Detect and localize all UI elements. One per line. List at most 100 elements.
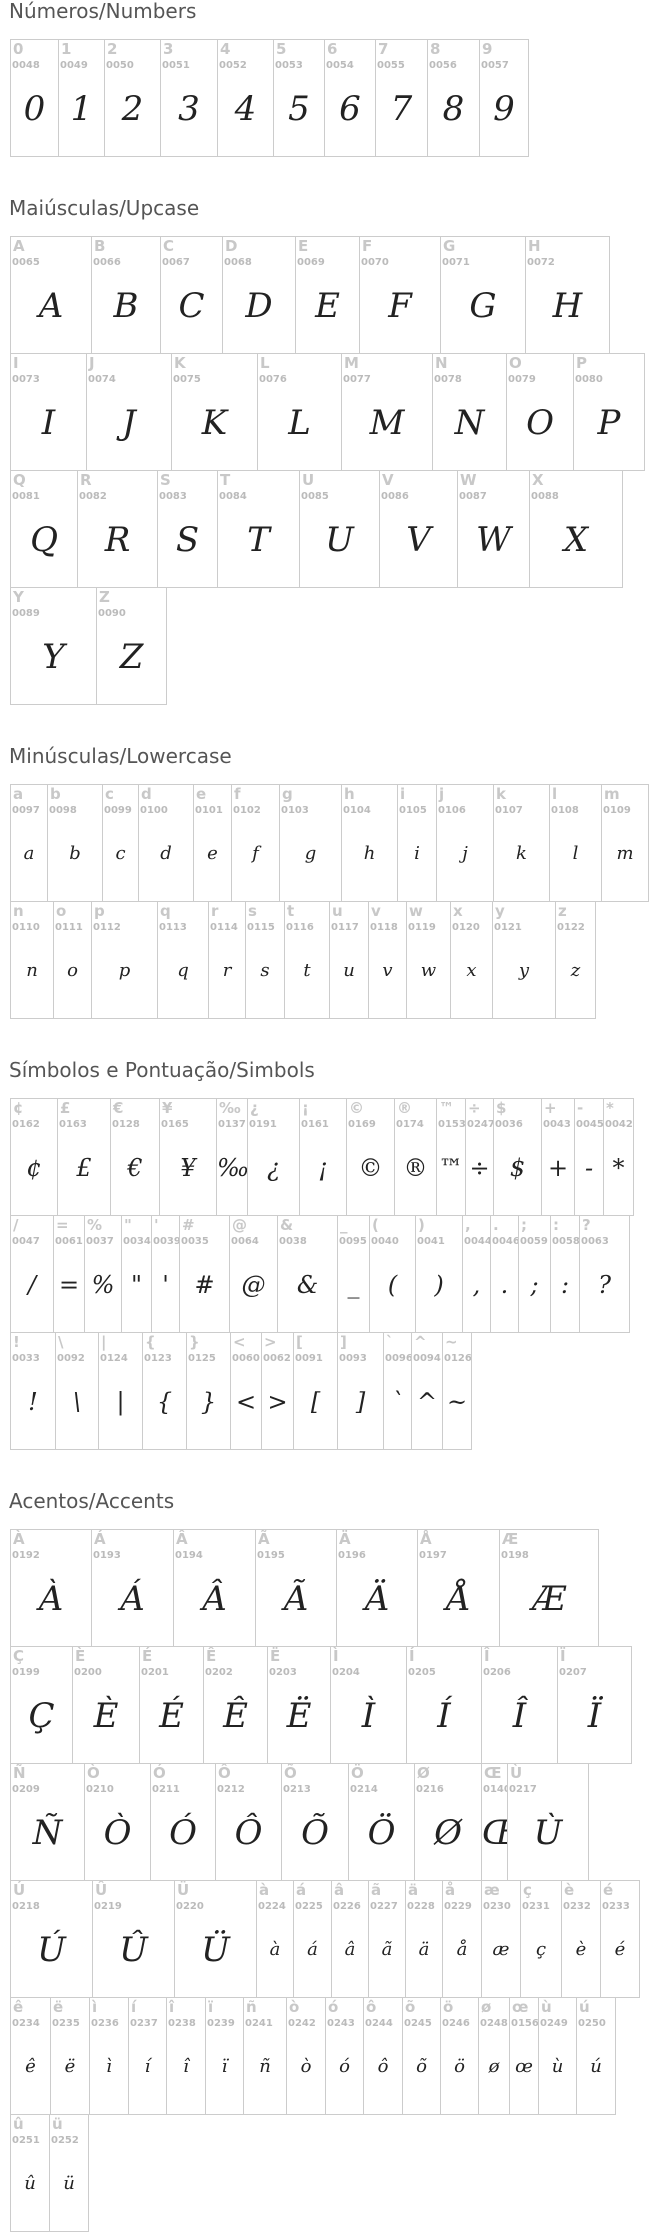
glyph-cell[interactable]: V 0086 V (379, 470, 458, 588)
glyph-cell[interactable]: m 0109 m (601, 784, 649, 902)
glyph-cell[interactable]: l 0108 l (549, 784, 602, 902)
glyph-cell[interactable]: K 0075 K (171, 353, 258, 471)
glyph-cell[interactable]: s 0115 s (245, 901, 285, 1019)
glyph-cell[interactable]: Á 0193 Á (91, 1529, 174, 1647)
glyph-cell[interactable]: } 0125} (186, 1332, 231, 1450)
glyph-cell[interactable]: U 0085 U (299, 470, 380, 588)
glyph-cell[interactable]: Ó 0211 Ó (150, 1763, 216, 1881)
glyph-cell[interactable]: ' 0039 ' (151, 1215, 180, 1333)
glyph-cell[interactable]: Î 0206 Î (481, 1646, 558, 1764)
glyph-cell[interactable]: Å 0197 Å (417, 1529, 500, 1647)
glyph-cell[interactable]: <0060 < (230, 1332, 262, 1450)
glyph-cell[interactable]: ñ 0241 ñ (243, 1997, 287, 2115)
glyph-cell[interactable]: 2 0050 2 (104, 39, 161, 157)
glyph-cell[interactable]: €0128 € (110, 1098, 160, 1216)
glyph-cell[interactable]: , 0044, (462, 1215, 491, 1333)
glyph-cell[interactable]: g 0103 g (279, 784, 342, 902)
glyph-cell[interactable]: ™ 0153 ™ (436, 1098, 466, 1216)
glyph-cell[interactable]: N 0078 N (432, 353, 507, 471)
glyph-cell[interactable]: 0 0048 0 (10, 39, 59, 157)
glyph-cell[interactable]: H 0072 H (525, 236, 610, 354)
glyph-cell[interactable]: ‰ 0137 ‰ (216, 1098, 248, 1216)
glyph-cell[interactable]: - 0045 - (574, 1098, 604, 1216)
glyph-cell[interactable]: Í 0205 Í (406, 1646, 482, 1764)
glyph-cell[interactable]: P 0080 P (573, 353, 645, 471)
glyph-cell[interactable]: T 0084 T (217, 470, 300, 588)
glyph-cell[interactable]: ; 0059; (518, 1215, 551, 1333)
glyph-cell[interactable]: ú 0250 ú (576, 1997, 616, 2115)
glyph-cell[interactable]: ó 0243 ó (325, 1997, 364, 2115)
glyph-cell[interactable]: ã 0227 ã (368, 1880, 406, 1998)
glyph-cell[interactable]: D 0068 D (222, 236, 296, 354)
glyph-cell[interactable]: / 0047 / (10, 1215, 54, 1333)
glyph-cell[interactable]: o 0111 o (53, 901, 92, 1019)
glyph-cell[interactable]: É 0201 É (139, 1646, 204, 1764)
glyph-cell[interactable]: ~0126 ~ (442, 1332, 472, 1450)
glyph-cell[interactable]: $0036 $ (493, 1098, 542, 1216)
glyph-cell[interactable]: Û 0219 Û (92, 1880, 175, 1998)
glyph-cell[interactable]: 7 0055 7 (375, 39, 428, 157)
glyph-cell[interactable]: û 0251 û (10, 2114, 50, 2232)
glyph-cell[interactable]: i 0105 i (397, 784, 437, 902)
glyph-cell[interactable]: ì 0236 ì (89, 1997, 129, 2115)
glyph-cell[interactable]: Ì 0204 Ì (330, 1646, 407, 1764)
glyph-cell[interactable]: M 0077 M (341, 353, 433, 471)
glyph-cell[interactable]: a 0097 a (10, 784, 48, 902)
glyph-cell[interactable]: 5 0053 5 (273, 39, 325, 157)
glyph-cell[interactable]: E 0069 E (295, 236, 360, 354)
glyph-cell[interactable]: ® 0174 ® (394, 1098, 437, 1216)
glyph-cell[interactable]: * 0042 * (603, 1098, 634, 1216)
glyph-cell[interactable]: ¥0165 ¥ (159, 1098, 217, 1216)
glyph-cell[interactable]: R 0082 R (77, 470, 158, 588)
glyph-cell[interactable]: W 0087 W (457, 470, 530, 588)
glyph-cell[interactable]: ü 0252 ü (49, 2114, 89, 2232)
glyph-cell[interactable]: à 0224 à (256, 1880, 294, 1998)
glyph-cell[interactable]: Ô 0212 Ô (215, 1763, 282, 1881)
glyph-cell[interactable]: y 0121 y (492, 901, 556, 1019)
glyph-cell[interactable]: h 0104 h (341, 784, 398, 902)
glyph-cell[interactable]: ò 0242 ò (286, 1997, 326, 2115)
glyph-cell[interactable]: t 0116 t (284, 901, 330, 1019)
glyph-cell[interactable]: B 0066 B (91, 236, 161, 354)
glyph-cell[interactable]: œ 0156 œ (509, 1997, 539, 2115)
glyph-cell[interactable]: £0163 £ (57, 1098, 111, 1216)
glyph-cell[interactable]: ^ 0094 ^ (411, 1332, 443, 1450)
glyph-cell[interactable]: I 0073 I (10, 353, 87, 471)
glyph-cell[interactable]: #0035 # (179, 1215, 230, 1333)
glyph-cell[interactable]: = 0061 = (53, 1215, 85, 1333)
glyph-cell[interactable]: ù 0249 ù (538, 1997, 577, 2115)
glyph-cell[interactable]: O 0079 O (506, 353, 574, 471)
glyph-cell[interactable]: é 0233 é (600, 1880, 640, 1998)
glyph-cell[interactable]: @0064 @ (229, 1215, 278, 1333)
glyph-cell[interactable]: : 0058: (550, 1215, 580, 1333)
glyph-cell[interactable]: X 0088 X (529, 470, 623, 588)
glyph-cell[interactable]: ö 0246 ö (440, 1997, 479, 2115)
glyph-cell[interactable]: n 0110 n (10, 901, 54, 1019)
glyph-cell[interactable]: +0043 + (541, 1098, 575, 1216)
glyph-cell[interactable]: Â 0194 Â (173, 1529, 256, 1647)
glyph-cell[interactable]: Œ 0140 Œ (481, 1763, 508, 1881)
glyph-cell[interactable]: % 0037% (84, 1215, 122, 1333)
glyph-cell[interactable]: è 0232 è (561, 1880, 601, 1998)
glyph-cell[interactable]: w 0119 w (406, 901, 451, 1019)
glyph-cell[interactable]: È 0200 È (72, 1646, 140, 1764)
glyph-cell[interactable]: Ç 0199 Ç (10, 1646, 73, 1764)
glyph-cell[interactable]: _ 0095 _ (337, 1215, 370, 1333)
glyph-cell[interactable]: ) 0041) (415, 1215, 463, 1333)
glyph-cell[interactable]: ô 0244 ô (363, 1997, 403, 2115)
glyph-cell[interactable]: & 0038 & (277, 1215, 338, 1333)
glyph-cell[interactable]: 3 0051 3 (160, 39, 218, 157)
glyph-cell[interactable]: G 0071 G (440, 236, 526, 354)
glyph-cell[interactable]: ? 0063? (579, 1215, 630, 1333)
glyph-cell[interactable]: À 0192 À (10, 1529, 92, 1647)
glyph-cell[interactable]: Õ 0213 Õ (281, 1763, 349, 1881)
glyph-cell[interactable]: x 0120 x (450, 901, 493, 1019)
glyph-cell[interactable]: ÷ 0247 ÷ (465, 1098, 494, 1216)
glyph-cell[interactable]: 9 0057 9 (479, 39, 529, 157)
glyph-cell[interactable]: í 0237 í (128, 1997, 167, 2115)
glyph-cell[interactable]: ! 0033! (10, 1332, 56, 1450)
glyph-cell[interactable]: J 0074 J (86, 353, 172, 471)
glyph-cell[interactable]: Y 0089 Y (10, 587, 97, 705)
glyph-cell[interactable]: p 0112 p (91, 901, 158, 1019)
glyph-cell[interactable]: 8 0056 8 (427, 39, 480, 157)
